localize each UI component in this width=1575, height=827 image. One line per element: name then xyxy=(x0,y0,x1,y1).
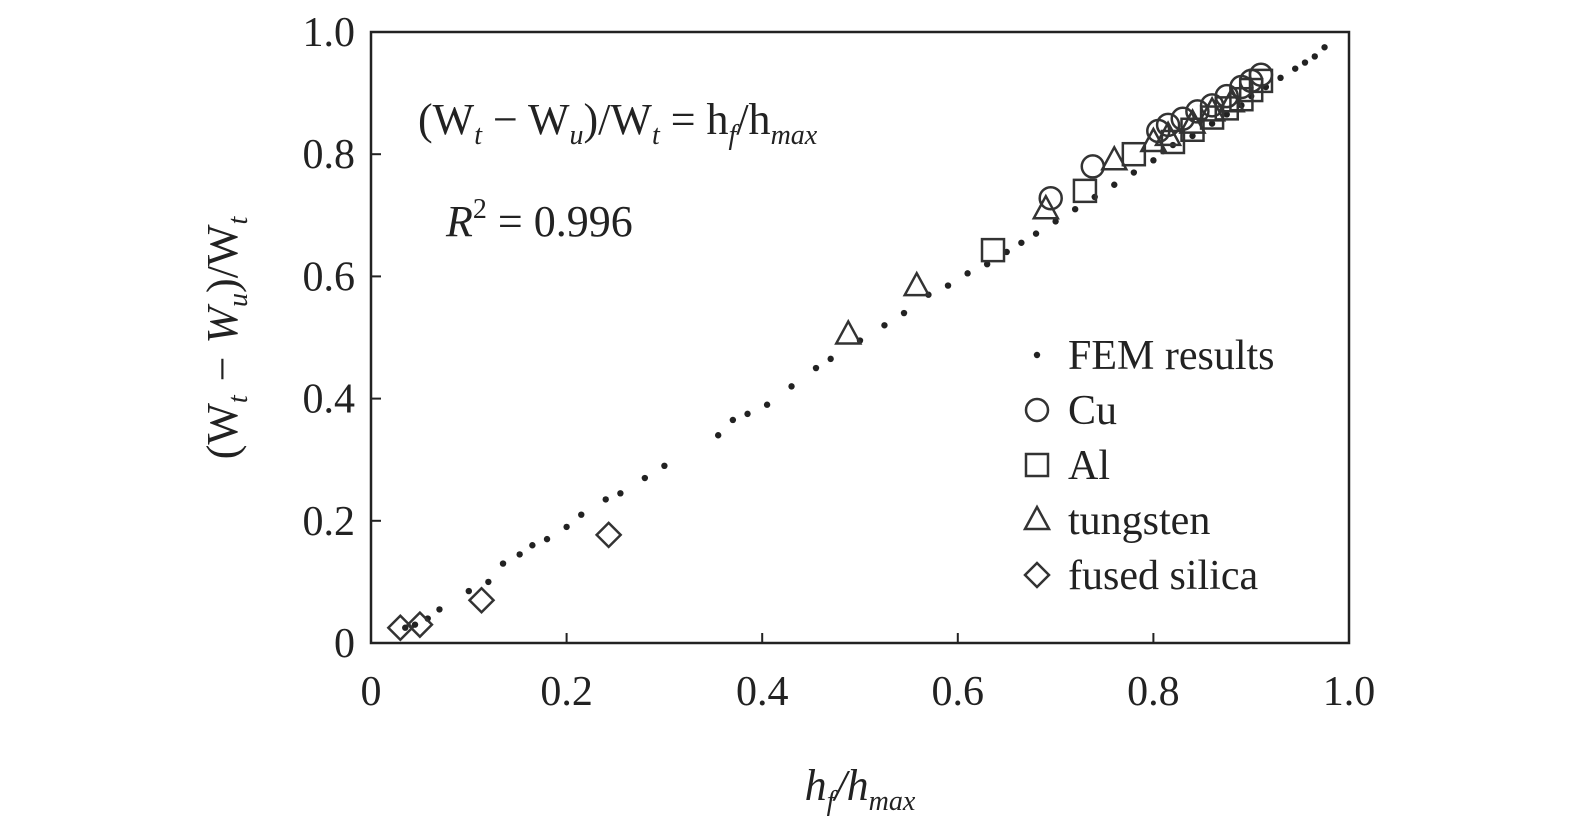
point-cu xyxy=(1248,62,1274,88)
point-fused-silica xyxy=(406,610,434,639)
point-fem-results xyxy=(827,355,834,363)
point-al xyxy=(1214,96,1239,121)
point-fem-results xyxy=(1292,65,1299,72)
point-fem-results xyxy=(1111,181,1118,188)
point-fem-results xyxy=(1301,59,1309,66)
point-al xyxy=(1072,178,1098,204)
legend-label-cu: Cu xyxy=(1068,388,1117,434)
point-al xyxy=(980,237,1006,263)
legend-label-tungsten: tungsten xyxy=(1068,498,1210,544)
point-fem-results xyxy=(1052,218,1059,225)
point-fem-results xyxy=(744,410,751,418)
point-cu xyxy=(1170,106,1195,132)
point-fem-results xyxy=(1223,111,1230,118)
point-fem-results xyxy=(714,432,722,439)
y-tick-label: 0.8 xyxy=(303,132,356,178)
x-tick-label: 0.2 xyxy=(540,669,593,715)
legend-marker-fem-results xyxy=(1033,351,1041,359)
legend: FEM results Cu Al tungsten fused silica xyxy=(1022,333,1275,599)
equation-annotation: (Wt − Wu)/Wt = hf/hmax xyxy=(418,95,818,151)
y-tick-label: 0.4 xyxy=(303,377,356,423)
point-cu xyxy=(1155,112,1181,138)
point-fused-silica xyxy=(467,586,496,614)
y-tick-label: 0.2 xyxy=(303,499,356,545)
point-fem-results xyxy=(881,322,888,329)
point-fused-silica xyxy=(386,613,415,642)
legend-label-fem-results: FEM results xyxy=(1068,333,1275,379)
y-axis-title: (Wt − Wu)/Wt xyxy=(198,216,254,460)
point-fem-results xyxy=(729,416,737,424)
plot-frame xyxy=(369,30,1351,645)
point-tungsten xyxy=(1197,95,1227,122)
point-fem-results xyxy=(641,474,649,482)
point-cu xyxy=(1185,99,1210,124)
legend-marker-al xyxy=(1024,452,1050,478)
y-tick-label: 1.0 xyxy=(303,10,356,56)
point-fem-results xyxy=(1189,132,1196,140)
point-tungsten xyxy=(834,318,863,345)
point-cu xyxy=(1080,154,1106,179)
point-tungsten xyxy=(902,270,931,297)
y-tick-label: 0 xyxy=(334,621,355,667)
legend-marker-cu xyxy=(1024,397,1050,423)
point-fem-results xyxy=(1208,120,1216,127)
data-marks xyxy=(386,44,1328,642)
point-tungsten xyxy=(1100,144,1129,171)
point-cu xyxy=(1038,185,1063,211)
point-fem-results xyxy=(617,490,624,497)
y-tick-label: 0.6 xyxy=(303,254,356,300)
point-fem-results xyxy=(402,624,409,631)
point-fem-results xyxy=(602,496,609,503)
point-fem-results xyxy=(485,578,492,586)
point-fem-results xyxy=(1032,230,1040,237)
point-fem-results xyxy=(499,560,507,567)
x-tick-label: 0.8 xyxy=(1127,669,1180,715)
point-fem-results xyxy=(1130,169,1138,176)
point-fem-results xyxy=(1311,53,1318,60)
point-fem-results xyxy=(1277,74,1284,82)
point-fem-results xyxy=(529,542,536,549)
point-fem-results xyxy=(788,383,795,390)
point-fem-results xyxy=(964,270,971,277)
point-fem-results xyxy=(1321,44,1328,51)
point-fem-results xyxy=(661,462,668,470)
x-tick-label: 0 xyxy=(361,669,382,715)
point-fused-silica xyxy=(594,521,623,549)
point-fem-results xyxy=(543,535,551,543)
x-tick-label: 0.4 xyxy=(736,669,789,715)
point-fem-results xyxy=(578,511,585,518)
legend-label-fused-silica: fused silica xyxy=(1068,553,1258,599)
x-tick-label: 0.6 xyxy=(932,669,985,715)
legend-marker-tungsten xyxy=(1022,504,1052,531)
point-fem-results xyxy=(983,260,991,268)
point-fem-results xyxy=(436,606,443,613)
point-al xyxy=(1121,141,1147,167)
legend-label-al: Al xyxy=(1068,443,1110,489)
point-fem-results xyxy=(1150,157,1157,164)
x-tick-label: 1.0 xyxy=(1323,669,1376,715)
x-axis-title: hf/hmax xyxy=(805,761,916,817)
point-fem-results xyxy=(465,587,472,595)
point-fem-results xyxy=(944,282,952,289)
r-squared-annotation: R2 = 0.996 xyxy=(445,194,633,246)
point-al xyxy=(1199,105,1225,130)
point-fem-results xyxy=(1018,239,1025,246)
point-fem-results xyxy=(516,551,523,558)
point-tungsten xyxy=(1031,193,1060,220)
point-fem-results xyxy=(900,309,908,317)
point-fem-results xyxy=(812,364,820,372)
point-fem-results xyxy=(563,523,570,531)
legend-marker-fused-silica xyxy=(1023,561,1051,589)
point-fem-results xyxy=(411,621,419,628)
axis-ticks: 0 0.2 0.4 0.6 0.8 1.0 0 0.2 0.4 0.6 0.8 1.0 xyxy=(303,10,1376,715)
point-fem-results xyxy=(1071,205,1079,213)
point-fem-results xyxy=(763,401,771,408)
